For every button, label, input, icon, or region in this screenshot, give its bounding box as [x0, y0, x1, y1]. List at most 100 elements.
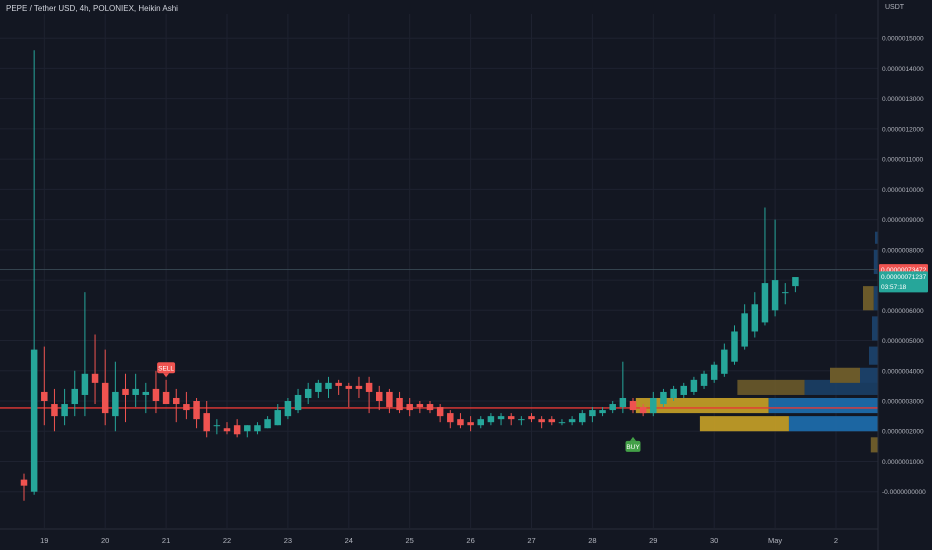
candle-down[interactable] — [152, 370, 160, 414]
candle-body — [416, 404, 424, 408]
candle-down[interactable] — [416, 401, 424, 414]
candle-down[interactable] — [365, 376, 373, 414]
candle-up[interactable] — [325, 376, 332, 398]
candle-body — [670, 388, 677, 398]
candle-down[interactable] — [193, 397, 200, 429]
candle-down[interactable] — [335, 379, 342, 395]
candle-down[interactable] — [447, 410, 454, 429]
candle-down[interactable] — [426, 401, 434, 414]
candle-up[interactable] — [112, 361, 119, 432]
price-line-label-text: 0.00000073472 — [881, 267, 927, 274]
candle-up[interactable] — [761, 207, 769, 326]
candle-up[interactable] — [284, 397, 292, 420]
candle-up[interactable] — [599, 407, 606, 417]
candle-down[interactable] — [436, 404, 444, 423]
candle-down[interactable] — [345, 382, 353, 408]
candle-up[interactable] — [619, 361, 627, 414]
candle-down[interactable] — [386, 388, 393, 414]
candle-body — [700, 373, 708, 386]
candle-down[interactable] — [548, 416, 556, 426]
candle-up[interactable] — [579, 410, 586, 426]
price-tick-label: 0.0000006000 — [882, 308, 924, 315]
price-tick-label: 0.0000011000 — [882, 157, 923, 164]
candle-up[interactable] — [710, 361, 718, 383]
candlestick-series[interactable] — [20, 50, 799, 501]
right-volume-down-bar — [860, 367, 878, 383]
candle-down[interactable] — [122, 373, 129, 423]
candle-up[interactable] — [132, 373, 139, 408]
candle-up[interactable] — [315, 379, 322, 398]
candle-down[interactable] — [467, 416, 474, 432]
candle-down[interactable] — [538, 416, 545, 429]
candle-body — [244, 425, 251, 432]
candle-up[interactable] — [477, 416, 485, 429]
candle-body — [650, 397, 657, 414]
candle-body — [51, 404, 58, 417]
candle-up[interactable] — [731, 325, 738, 365]
time-tick-label: 29 — [649, 536, 657, 545]
candle-body — [436, 407, 444, 417]
candle-down[interactable] — [396, 391, 403, 414]
candle-up[interactable] — [497, 413, 505, 426]
candle-up[interactable] — [690, 376, 698, 395]
candle-up[interactable] — [213, 419, 221, 435]
candle-down[interactable] — [355, 376, 363, 398]
candle-down[interactable] — [629, 397, 637, 414]
candle-down[interactable] — [528, 413, 535, 423]
candle-down[interactable] — [101, 349, 109, 426]
candle-up[interactable] — [782, 283, 789, 305]
candle-up[interactable] — [792, 277, 799, 293]
candle-up[interactable] — [660, 388, 667, 408]
candle-down[interactable] — [203, 401, 210, 438]
candle-up[interactable] — [71, 370, 79, 417]
candle-up[interactable] — [81, 292, 89, 417]
candle-down[interactable] — [376, 385, 383, 411]
candle-up[interactable] — [304, 382, 312, 405]
candle-up[interactable] — [609, 401, 616, 414]
candle-up[interactable] — [487, 413, 495, 426]
candle-up[interactable] — [274, 404, 282, 426]
candle-down[interactable] — [51, 388, 58, 432]
candle-down[interactable] — [173, 388, 180, 423]
candle-down[interactable] — [233, 419, 241, 438]
price-tick-label: 0.0000009000 — [882, 217, 924, 224]
candle-up[interactable] — [771, 219, 779, 317]
candle-up[interactable] — [61, 388, 68, 426]
candle-up[interactable] — [518, 416, 525, 426]
candle-down[interactable] — [20, 473, 28, 501]
candle-up[interactable] — [751, 292, 759, 338]
candle-up[interactable] — [721, 343, 728, 377]
candle-body — [629, 401, 637, 411]
candle-up[interactable] — [650, 391, 657, 417]
candle-down[interactable] — [457, 413, 464, 429]
candle-up[interactable] — [30, 50, 38, 495]
candle-up[interactable] — [568, 416, 576, 426]
candle-up[interactable] — [558, 419, 566, 426]
candle-body — [792, 277, 799, 287]
candle-up[interactable] — [254, 422, 261, 435]
candle-up[interactable] — [670, 385, 677, 402]
candle-down[interactable] — [91, 334, 99, 405]
time-axis[interactable]: 19 20 21 22 23 24 25 26 27 28 29 30 May 2 — [0, 528, 878, 545]
candle-up[interactable] — [700, 370, 708, 389]
price-axis[interactable]: 0.0000015000 0.0000014000 0.0000013000 0.00… — [877, 0, 926, 550]
candle-up[interactable] — [741, 304, 748, 350]
candle-up[interactable] — [244, 425, 251, 438]
candle-down[interactable] — [639, 404, 647, 417]
candle-up[interactable] — [680, 382, 688, 398]
candle-down[interactable] — [183, 391, 190, 420]
candle-down[interactable] — [223, 422, 231, 435]
candle-down[interactable] — [41, 346, 48, 426]
candle-down[interactable] — [162, 379, 170, 405]
candle-up[interactable] — [264, 416, 271, 429]
candle-up[interactable] — [294, 388, 302, 414]
candle-up[interactable] — [142, 382, 150, 414]
candle-down[interactable] — [507, 413, 515, 426]
candle-body — [142, 391, 150, 395]
chart-title: PEPE / Tether USD, 4h, POLONIEX, Heikin … — [6, 4, 178, 13]
price-tick-label: 0.0000001000 — [882, 459, 924, 466]
candle-down[interactable] — [406, 397, 413, 417]
candle-up[interactable] — [589, 407, 596, 423]
